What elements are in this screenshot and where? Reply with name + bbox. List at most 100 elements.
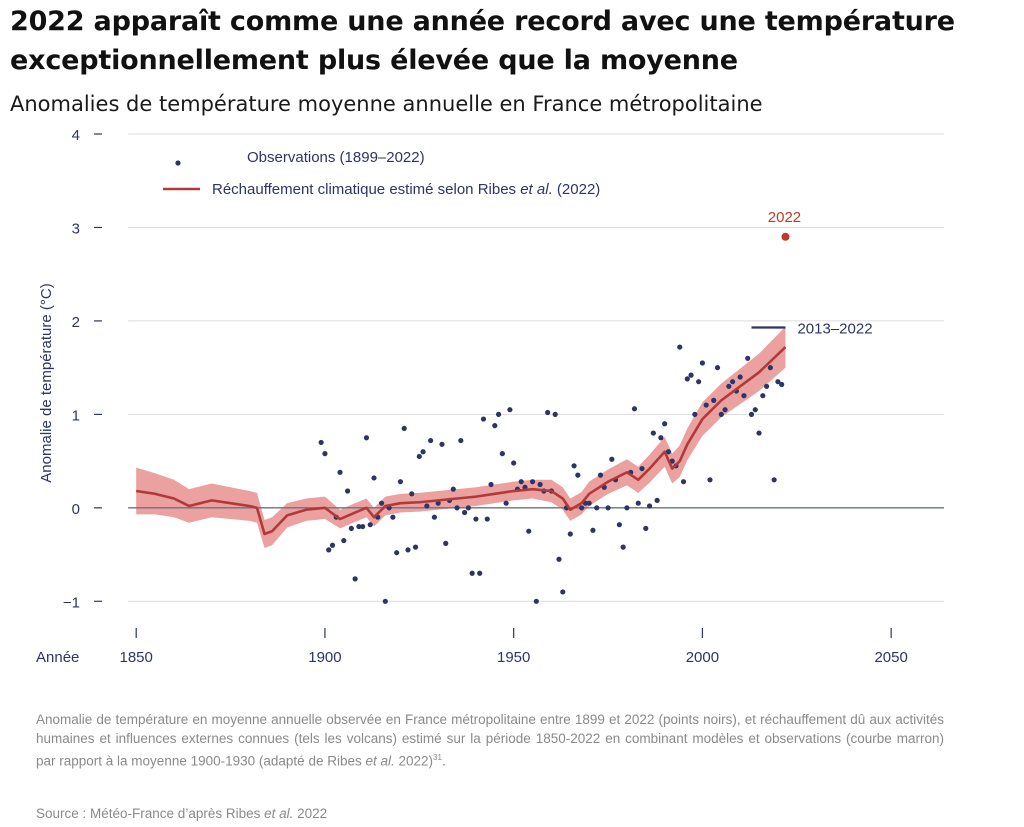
observation-point (511, 460, 517, 466)
observation-point (745, 355, 751, 361)
observation-point (337, 469, 343, 475)
observation-point (650, 430, 656, 436)
observation-point (684, 376, 690, 382)
observation-point (499, 451, 505, 457)
observation-point (341, 537, 347, 544)
observation-point (662, 421, 668, 427)
observation-point (435, 500, 441, 506)
observation-point (726, 383, 732, 389)
legend-trend-label: Réchauffement climatique estimé selon Ri… (212, 181, 600, 198)
observation-point (450, 486, 456, 492)
observation-point (492, 423, 498, 429)
observation-point (616, 522, 622, 528)
observation-point (567, 531, 573, 537)
decade-label: 2013–2022 (797, 320, 872, 337)
legend-observations-label: Observations (1899–2022) (247, 149, 425, 166)
x-axis-label: Année (36, 649, 79, 666)
y-tick-label: 2 (72, 314, 80, 331)
observation-point (367, 522, 373, 528)
observation-point (597, 472, 604, 478)
source-prefix: Source : Météo-France d’après Ribes (36, 806, 265, 821)
observation-point (752, 407, 758, 413)
observation-point (714, 365, 721, 371)
observation-point (405, 547, 411, 553)
observation-points (318, 344, 785, 604)
observation-point (344, 488, 351, 494)
grid (128, 133, 944, 602)
observation-point (624, 505, 630, 511)
observation-point (409, 491, 415, 497)
observation-point (397, 479, 404, 485)
observation-point (526, 528, 532, 534)
observation-point (748, 411, 755, 417)
observation-point (480, 416, 487, 422)
observation-point (465, 505, 471, 511)
observation-point (394, 550, 400, 556)
observation-point (658, 435, 664, 441)
observation-point (439, 441, 445, 447)
y-tick-label: −1 (63, 594, 80, 611)
y-tick-label: 1 (72, 407, 80, 424)
observation-point (643, 525, 649, 532)
record-2022-label: 2022 (768, 209, 801, 226)
chart-subtitle: Anomalies de température moyenne annuell… (10, 92, 763, 116)
uncertainty-band-area (136, 326, 786, 549)
observation-point (518, 479, 524, 485)
observation-point (352, 576, 358, 582)
observation-point (775, 379, 781, 385)
uncertainty-band (136, 326, 786, 549)
observation-point (556, 556, 562, 562)
observation-point (741, 393, 747, 399)
chart-title: 2022 apparaît comme une année record ave… (10, 6, 955, 76)
y-axis-label: Anomalie de température (°C) (38, 283, 55, 482)
observation-point (420, 449, 426, 455)
observation-point (665, 449, 672, 455)
observation-point (363, 435, 370, 441)
source-italic: et al. (264, 806, 294, 821)
observation-point (696, 379, 702, 385)
y-tick-label: 4 (72, 127, 80, 144)
observation-point (424, 503, 430, 509)
observation-point (382, 598, 388, 604)
observation-point (552, 411, 558, 417)
observation-point (718, 411, 724, 417)
caption-text: Anomalie de température en moyenne annue… (36, 712, 944, 769)
y-tick-label: 0 (72, 501, 80, 518)
figure-caption: Anomalie de température en moyenne annue… (36, 710, 944, 771)
caption-tail: 2022) (394, 753, 434, 769)
observation-point (443, 540, 449, 546)
observation-point (412, 544, 419, 550)
legend: Observations (1899–2022) Réchauffement cl… (163, 149, 600, 198)
observation-point (722, 407, 728, 413)
source-line: Source : Météo-France d’après Ribes et a… (36, 806, 327, 821)
observation-point (416, 453, 422, 460)
observation-point (730, 379, 736, 385)
x-tick-label: 2000 (686, 649, 719, 666)
observation-point (639, 465, 645, 472)
observation-point (571, 463, 577, 469)
observation-point (537, 481, 543, 488)
observation-point (507, 407, 513, 413)
warming-trend-line (136, 346, 787, 536)
x-tick-label: 2050 (874, 649, 907, 666)
observation-point (488, 481, 494, 488)
axes: −1 0 1 2 3 4 1850 1900 1950 2000 2050 Année Anomalie… (36, 127, 908, 666)
caption-end: . (441, 753, 446, 769)
observation-point (318, 439, 324, 446)
footnote-ref[interactable]: 31 (433, 753, 442, 762)
observation-point (631, 406, 638, 412)
source-suffix: 2022 (293, 806, 328, 821)
x-tick-label: 1850 (120, 649, 153, 666)
observation-point (579, 505, 585, 511)
observation-point (586, 500, 592, 506)
observation-point (360, 523, 366, 530)
caption-italic: et al. (365, 753, 395, 769)
observation-point (620, 544, 626, 550)
observation-point (326, 547, 332, 553)
observation-point (484, 516, 490, 522)
observation-point (477, 570, 483, 576)
observation-point (635, 500, 641, 506)
observation-point (545, 409, 551, 416)
observation-point (473, 516, 479, 522)
observation-point (533, 598, 539, 604)
